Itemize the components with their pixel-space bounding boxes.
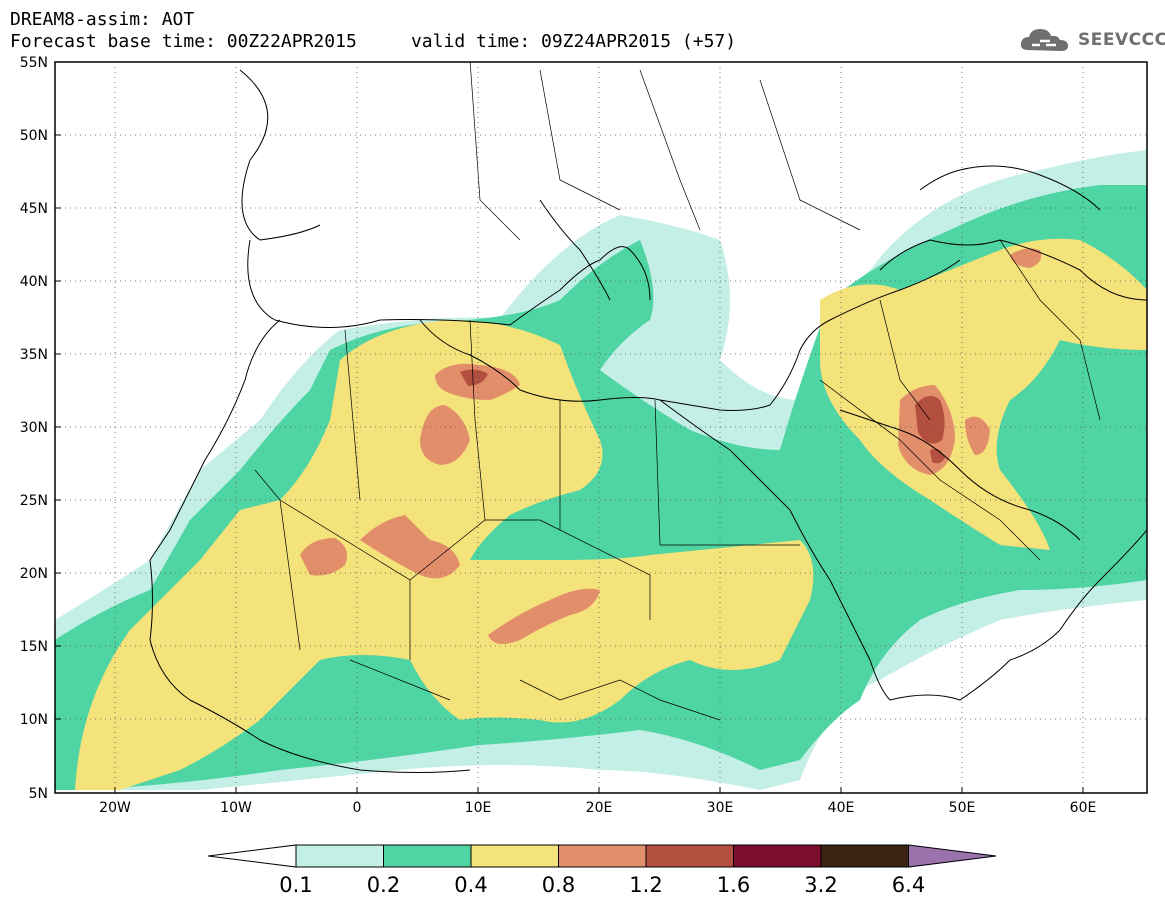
lat-label: 10N [20, 712, 48, 728]
valid-time-label: valid time: 09Z24APR2015 (+57) [410, 31, 737, 52]
lat-labels: 55N 50N 45N 40N 35N 30N 25N 20N 15N 10N … [20, 55, 48, 802]
legend-swatch-3.2 [820, 844, 909, 868]
lat-label: 45N [20, 201, 48, 217]
cloud-logo-icon [1020, 29, 1068, 51]
aot-band-0.8-d [300, 538, 348, 576]
legend-tick: 0.4 [454, 873, 487, 897]
legend-swatch-0.4 [470, 844, 559, 868]
legend-tick: 0.2 [367, 873, 400, 897]
aot-band-1.2-b [930, 448, 945, 464]
legend-tick: 0.1 [279, 873, 312, 897]
legend-ticks: 0.1 0.2 0.4 0.8 1.2 1.6 3.2 6.4 [279, 873, 925, 897]
lat-label: 30N [20, 420, 48, 436]
aot-band-0.4-east [820, 238, 1147, 550]
legend-arrow-above [908, 844, 997, 868]
legend-swatch-0.1 [295, 844, 384, 868]
lon-label: 20E [586, 800, 613, 816]
legend-tick: 0.8 [542, 873, 575, 897]
lon-label: 20W [99, 800, 131, 816]
aot-field [55, 62, 1147, 790]
legend-swatch-0.2 [383, 844, 472, 868]
lat-label: 35N [20, 347, 48, 363]
legend-tick: 1.2 [629, 873, 662, 897]
legend-tick: 3.2 [804, 873, 837, 897]
axis-ticks [55, 61, 1084, 794]
lat-label: 15N [20, 639, 48, 655]
aot-band-0.8-h [1010, 248, 1042, 268]
legend-swatch-1.6 [733, 844, 822, 868]
aot-band-0.8-e [488, 588, 600, 644]
aot-band-0.8-c [360, 515, 460, 579]
lat-label: 25N [20, 493, 48, 509]
lon-label: 10E [465, 800, 492, 816]
graticule [55, 62, 1147, 793]
legend-swatch-1.2 [645, 844, 734, 868]
aot-band-1.2-c [460, 369, 488, 386]
lat-label: 55N [20, 55, 48, 71]
lon-label: 60E [1070, 800, 1097, 816]
lon-label: 50E [949, 800, 976, 816]
aot-band-0.8-b [420, 405, 470, 465]
lat-label: 20N [20, 566, 48, 582]
base-time-label: Forecast base time: 00Z22APR2015 [10, 31, 357, 52]
lon-label: 0 [353, 800, 362, 816]
logo-text: SEEVCCC [1078, 30, 1165, 50]
lon-label: 40E [828, 800, 855, 816]
lon-label: 10W [220, 800, 252, 816]
lon-label: 30E [707, 800, 734, 816]
legend-tick: 1.6 [717, 873, 750, 897]
country-borders [254, 62, 1101, 721]
legend-tick: 6.4 [892, 873, 925, 897]
color-legend [207, 844, 997, 868]
lat-label: 5N [29, 786, 48, 802]
map-title: DREAM8-assim: AOT [10, 9, 195, 30]
aot-band-0.8-g [965, 416, 990, 455]
lat-label: 40N [20, 274, 48, 290]
legend-swatch-0.8 [558, 844, 647, 868]
forecast-times: Forecast base time: 00Z22APR2015 valid t… [10, 32, 736, 52]
legend-arrow-below [207, 844, 297, 868]
lon-labels: 20W 10W 0 10E 20E 30E 40E 50E 60E [99, 800, 1096, 816]
seevccc-logo: SEEVCCC [1018, 24, 1165, 56]
lat-label: 50N [20, 128, 48, 144]
